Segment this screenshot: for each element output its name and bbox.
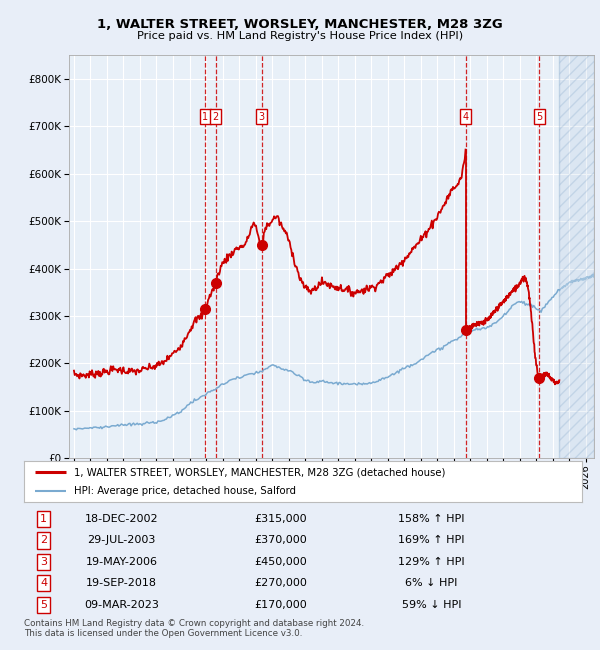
Text: 5: 5 [40,600,47,610]
Text: 18-DEC-2002: 18-DEC-2002 [85,514,158,524]
Text: 19-MAY-2006: 19-MAY-2006 [86,557,158,567]
Text: 19-SEP-2018: 19-SEP-2018 [86,578,157,588]
Text: Price paid vs. HM Land Registry's House Price Index (HPI): Price paid vs. HM Land Registry's House … [137,31,463,41]
Text: 1, WALTER STREET, WORSLEY, MANCHESTER, M28 3ZG (detached house): 1, WALTER STREET, WORSLEY, MANCHESTER, M… [74,467,446,477]
Text: Contains HM Land Registry data © Crown copyright and database right 2024.
This d: Contains HM Land Registry data © Crown c… [24,619,364,638]
Text: £450,000: £450,000 [254,557,307,567]
Text: 09-MAR-2023: 09-MAR-2023 [84,600,159,610]
Text: £170,000: £170,000 [254,600,307,610]
Text: £270,000: £270,000 [254,578,307,588]
Text: £370,000: £370,000 [254,536,307,545]
Text: 29-JUL-2003: 29-JUL-2003 [88,536,156,545]
Text: 4: 4 [463,112,469,122]
Bar [559,55,594,458]
Text: 4: 4 [40,578,47,588]
Text: 1: 1 [202,112,208,122]
Text: 169% ↑ HPI: 169% ↑ HPI [398,536,464,545]
Text: 2: 2 [40,536,47,545]
Text: 59% ↓ HPI: 59% ↓ HPI [401,600,461,610]
Text: HPI: Average price, detached house, Salford: HPI: Average price, detached house, Salf… [74,486,296,496]
Text: 1, WALTER STREET, WORSLEY, MANCHESTER, M28 3ZG: 1, WALTER STREET, WORSLEY, MANCHESTER, M… [97,18,503,31]
Text: 158% ↑ HPI: 158% ↑ HPI [398,514,464,524]
Text: 3: 3 [259,112,265,122]
Text: 3: 3 [40,557,47,567]
Text: £315,000: £315,000 [254,514,307,524]
Bar [559,55,594,458]
Text: 129% ↑ HPI: 129% ↑ HPI [398,557,464,567]
Text: 1: 1 [40,514,47,524]
Text: 2: 2 [212,112,219,122]
Text: 6% ↓ HPI: 6% ↓ HPI [405,578,458,588]
Text: 5: 5 [536,112,542,122]
